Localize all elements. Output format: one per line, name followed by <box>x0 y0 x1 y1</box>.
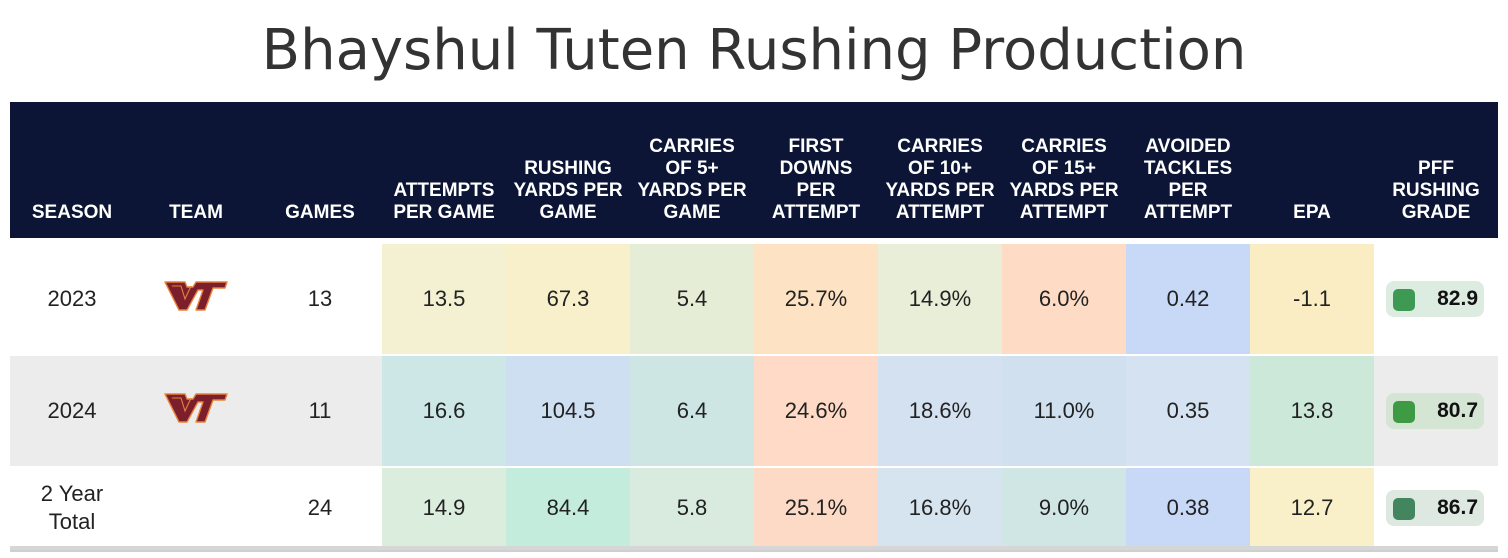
carries-5-plus-cell: 5.8 <box>630 466 754 552</box>
team-cell <box>134 466 258 552</box>
season-cell: 2023 <box>10 238 134 355</box>
table-row: 2023 13 13.5 67.3 5.4 25.7% 14.9% 6.0% 0.42 -1.… <box>10 238 1498 355</box>
vt-logo-icon <box>164 393 228 423</box>
carries-10-plus-cell: 18.6% <box>878 354 1002 467</box>
grade-badge: 82.9 <box>1386 281 1484 317</box>
page-title: Bhayshul Tuten Rushing Production <box>261 18 1247 83</box>
header-first-downs: FIRST DOWNS PER ATTEMPT <box>754 102 878 241</box>
avoided-tackles-cell: 0.38 <box>1126 466 1250 552</box>
season-cell: 2 Year Total <box>10 466 134 552</box>
carries-10-plus-cell: 16.8% <box>878 466 1002 552</box>
carries-5-plus-cell: 6.4 <box>630 354 754 467</box>
games-cell: 11 <box>258 354 382 467</box>
games-cell: 13 <box>258 238 382 355</box>
epa-cell: 12.7 <box>1250 466 1374 552</box>
grade-value: 86.7 <box>1437 496 1478 519</box>
attempts-per-game-cell: 16.6 <box>382 354 506 467</box>
carries-15-plus-cell: 9.0% <box>1002 466 1126 552</box>
header-avoided-tackles: AVOIDED TACKLES PER ATTEMPT <box>1126 102 1250 241</box>
header-carries-5-plus: CARRIES OF 5+ YARDS PER GAME <box>630 102 754 241</box>
header-rushing-yards-per-game: RUSHING YARDS PER GAME <box>506 102 630 241</box>
table-row: 2 Year Total 24 14.9 84.4 5.8 25.1% 16.8% 9.0… <box>10 466 1498 552</box>
pff-grade-cell: 80.7 <box>1374 354 1498 467</box>
team-cell <box>134 354 258 467</box>
header-pff-grade: PFF RUSHING GRADE <box>1374 102 1498 241</box>
first-downs-per-attempt-cell: 25.7% <box>754 238 878 355</box>
epa-cell: -1.1 <box>1250 238 1374 355</box>
grade-value: 82.9 <box>1437 287 1478 310</box>
grade-badge: 80.7 <box>1386 393 1484 429</box>
header-row: SEASON TEAM GAMES ATTEMPTS PER GAME RUSH… <box>10 102 1498 241</box>
pff-grade-cell: 86.7 <box>1374 466 1498 552</box>
header-games: GAMES <box>258 102 382 241</box>
header-carries-10-plus: CARRIES OF 10+ YARDS PER ATTEMPT <box>878 102 1002 241</box>
rushing-yards-per-game-cell: 67.3 <box>506 238 630 355</box>
season-cell: 2024 <box>10 354 134 467</box>
attempts-per-game-cell: 14.9 <box>382 466 506 552</box>
team-cell <box>134 238 258 355</box>
first-downs-per-attempt-cell: 24.6% <box>754 354 878 467</box>
carries-5-plus-cell: 5.4 <box>630 238 754 355</box>
first-downs-per-attempt-cell: 25.1% <box>754 466 878 552</box>
table-bottom-rule <box>10 546 1498 550</box>
carries-15-plus-cell: 11.0% <box>1002 354 1126 467</box>
header-season: SEASON <box>10 102 134 241</box>
header-attempts-per-game: ATTEMPTS PER GAME <box>382 102 506 241</box>
attempts-per-game-cell: 13.5 <box>382 238 506 355</box>
rushing-yards-per-game-cell: 84.4 <box>506 466 630 552</box>
stats-table: SEASON TEAM GAMES ATTEMPTS PER GAME RUSH… <box>10 102 1498 552</box>
grade-value: 80.7 <box>1437 399 1478 422</box>
carries-10-plus-cell: 14.9% <box>878 238 1002 355</box>
table-row: 2024 11 16.6 104.5 6.4 24.6% 18.6% 11.0% 0.35 1… <box>10 354 1498 467</box>
avoided-tackles-cell: 0.35 <box>1126 354 1250 467</box>
grade-badge: 86.7 <box>1386 490 1484 526</box>
grade-indicator-icon <box>1393 289 1415 311</box>
grade-indicator-icon <box>1393 498 1415 520</box>
pff-grade-cell: 82.9 <box>1374 238 1498 355</box>
rushing-yards-per-game-cell: 104.5 <box>506 354 630 467</box>
header-team: TEAM <box>134 102 258 241</box>
carries-15-plus-cell: 6.0% <box>1002 238 1126 355</box>
games-cell: 24 <box>258 466 382 552</box>
avoided-tackles-cell: 0.42 <box>1126 238 1250 355</box>
vt-logo-icon <box>164 281 228 311</box>
grade-indicator-icon <box>1393 401 1415 423</box>
epa-cell: 13.8 <box>1250 354 1374 467</box>
header-epa: EPA <box>1250 102 1374 241</box>
header-carries-15-plus: CARRIES OF 15+ YARDS PER ATTEMPT <box>1002 102 1126 241</box>
